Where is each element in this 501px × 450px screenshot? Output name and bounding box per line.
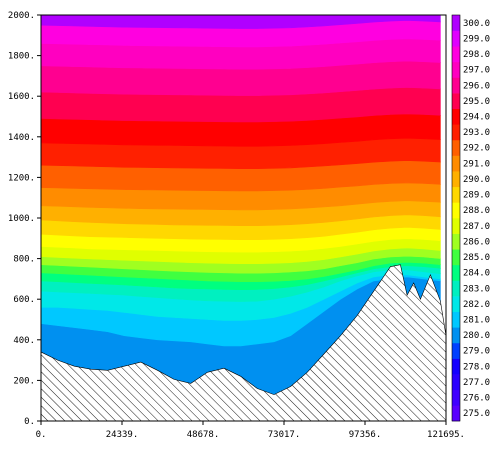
colorbar-swatch: [452, 108, 460, 125]
colorbar-label: 287.0: [463, 222, 490, 232]
x-axis: 0. 24339. 48678. 73017. 97356. 121695.: [36, 421, 465, 440]
colorbar-label: 280.0: [463, 331, 490, 341]
terrain-surface: [41, 264, 446, 421]
colorbar-swatch: [452, 186, 460, 203]
colorbar-label: 285.0: [463, 253, 490, 263]
y-tick-label: 1800.: [8, 52, 35, 62]
y-tick-label: 1400.: [8, 133, 35, 143]
colorbar-label: 278.0: [463, 362, 490, 372]
y-tick-label: 1600.: [8, 92, 35, 102]
colorbar-swatch: [452, 264, 460, 281]
y-axis: 0. 200. 400. 600. 800. 1000. 1200. 1400. 1600. 18…: [8, 11, 41, 427]
y-tick-label: 400.: [13, 336, 35, 346]
x-tick-label: 48678.: [187, 430, 220, 440]
colorbar-swatch: [452, 46, 460, 63]
colorbar-label: 297.0: [463, 66, 490, 76]
colorbar-label: 277.0: [463, 378, 490, 388]
colorbar-swatch: [452, 202, 460, 219]
y-tick-label: 1000.: [8, 214, 35, 224]
colorbar-swatch: [452, 171, 460, 188]
colorbar-label: 289.0: [463, 191, 490, 201]
colorbar-label: 286.0: [463, 237, 490, 247]
colorbar-label: 275.0: [463, 409, 490, 419]
colorbar-swatch: [452, 311, 460, 328]
colorbar-swatch: [452, 15, 460, 31]
y-tick-label: 600.: [13, 295, 35, 305]
colorbar-label: 292.0: [463, 144, 490, 154]
y-tick-label: 800.: [13, 255, 35, 265]
colorbar-label: 296.0: [463, 81, 490, 91]
colorbar-swatch: [452, 280, 460, 297]
x-tick-label: 121695.: [427, 430, 465, 440]
colorbar-label: 282.0: [463, 300, 490, 310]
colorbar-swatch: [452, 249, 460, 266]
colorbar-label: 295.0: [463, 97, 490, 107]
y-tick-label: 1200.: [8, 173, 35, 183]
contour-band-300: [41, 15, 441, 29]
colorbar-label: 300.0: [463, 19, 490, 29]
y-tick-label: 200.: [13, 376, 35, 386]
colorbar-swatch: [452, 61, 460, 78]
colorbar-swatch: [452, 342, 460, 359]
colorbar-swatch: [452, 155, 460, 172]
colorbar-label: 281.0: [463, 316, 490, 326]
y-tick-label: 2000.: [8, 11, 35, 21]
colorbar: 275.0 276.0 277.0 278.0 279.0 280.0 281.0 282.0…: [451, 14, 490, 422]
colorbar-label: 291.0: [463, 159, 490, 169]
colorbar-swatch: [452, 296, 460, 312]
colorbar-swatch: [452, 124, 460, 141]
colorbar-swatch: [452, 405, 460, 422]
terrain-area: [41, 264, 446, 421]
colorbar-swatch: [452, 327, 460, 344]
colorbar-label: 279.0: [463, 347, 490, 357]
colorbar-swatch: [452, 218, 460, 234]
colorbar-swatch: [452, 358, 460, 375]
colorbar-swatch: [452, 139, 460, 156]
colorbar-label: 293.0: [463, 128, 490, 138]
colorbar-label: 288.0: [463, 206, 490, 216]
x-tick-label: 73017.: [268, 430, 301, 440]
colorbar-frame: [451, 14, 461, 422]
x-tick-label: 24339.: [106, 430, 139, 440]
colorbar-swatch: [452, 374, 460, 391]
x-tick-label: 97356.: [349, 430, 382, 440]
colorbar-swatch: [452, 389, 460, 406]
colorbar-label: 299.0: [463, 34, 490, 44]
colorbar-label: 294.0: [463, 113, 490, 123]
colorbar-swatch: [452, 30, 460, 47]
x-tick-label: 0.: [36, 430, 47, 440]
colorbar-label: 283.0: [463, 284, 490, 294]
colorbar-swatch: [452, 77, 460, 94]
colorbar-swatch: [452, 93, 460, 109]
colorbar-label: 298.0: [463, 50, 490, 60]
colorbar-swatch: [452, 233, 460, 250]
colorbar-label: 276.0: [463, 394, 490, 404]
colorbar-label: 290.0: [463, 175, 490, 185]
colorbar-label: 284.0: [463, 269, 490, 279]
y-tick-label: 0.: [24, 417, 35, 427]
